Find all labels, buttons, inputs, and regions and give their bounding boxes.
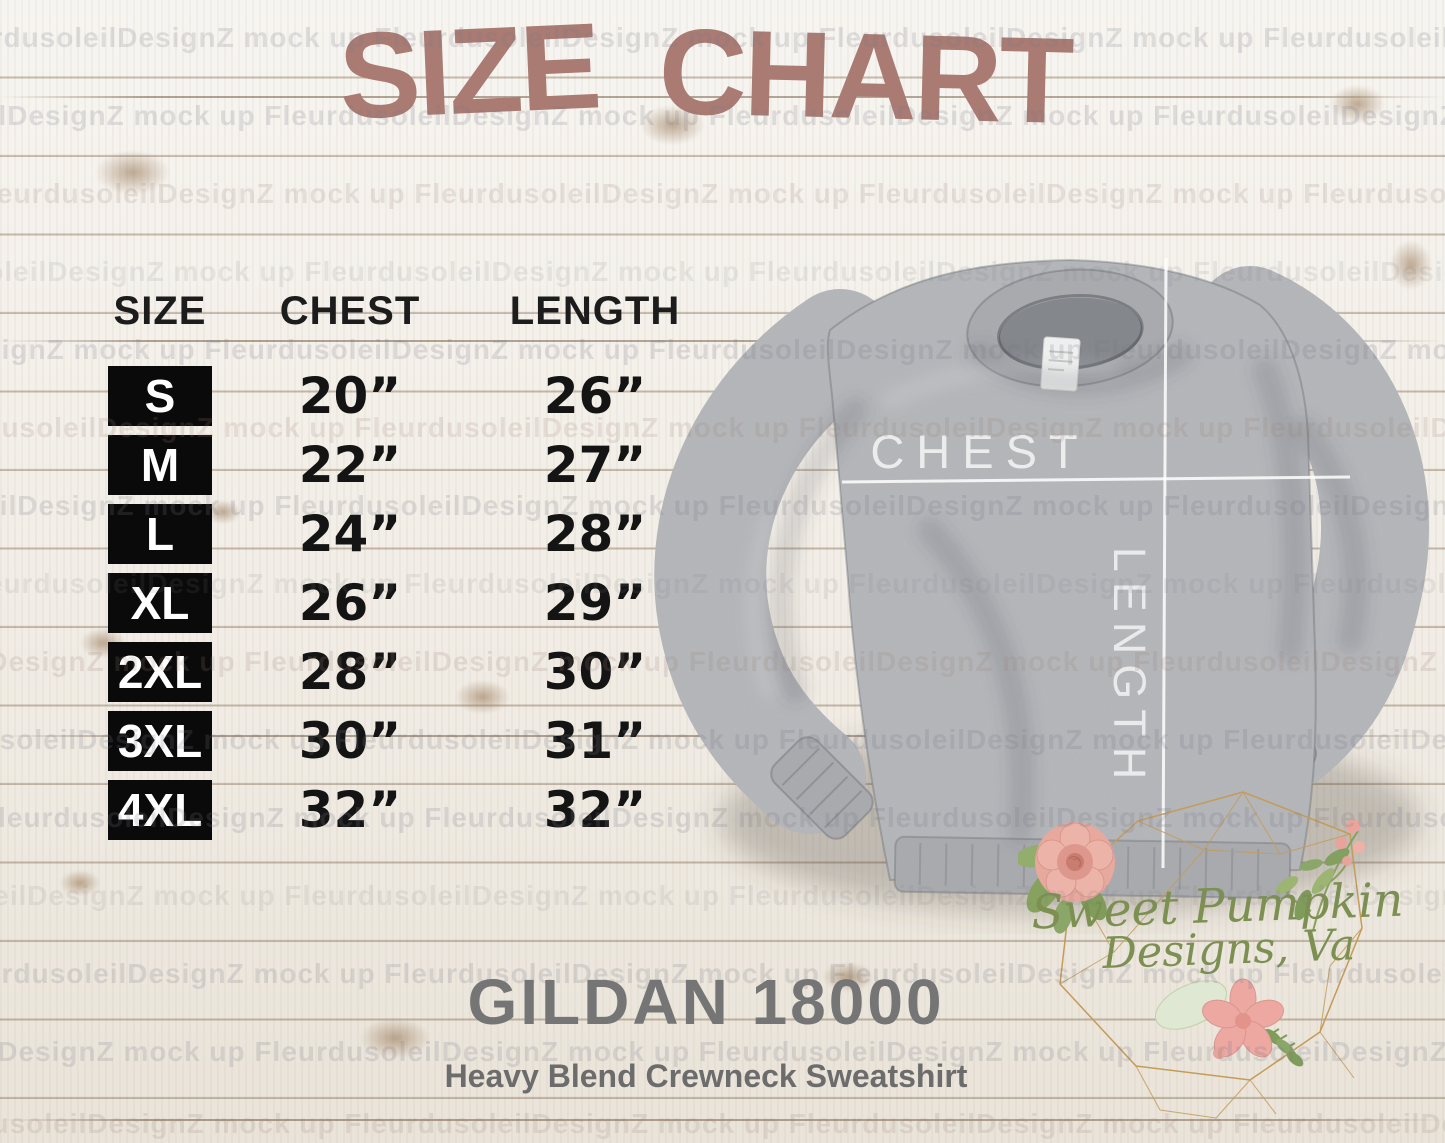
sweatshirt-photo: CHEST LENGTH [654,257,1430,915]
wood-knot [455,680,510,714]
header-length: LENGTH [509,289,681,333]
flower-spray-icon [1275,819,1365,932]
product-info: GILDAN 18000 Heavy Blend Crewneck Sweats… [336,966,1076,1094]
size-badge: L [108,503,212,564]
fabric-folds [768,342,1369,843]
right-sleeve [1196,266,1430,790]
size-badge: XL [108,572,212,633]
wood-knot [60,870,100,896]
length-value: 29” [543,573,647,632]
chest-value: 26” [298,573,402,632]
logo-text-line2: Designs, Va [1100,920,1356,979]
chest-label: CHEST [870,425,1089,478]
size-badge: 2XL [108,641,212,702]
size-badge: S [108,365,212,426]
table-row: L 24” 28” [90,499,730,568]
title-word-chart: CHART [657,2,1073,150]
page-title: SIZE CHART [300,0,1110,149]
logo-text-line1: Sweet Pumpkin [1030,873,1404,941]
plank-seam [0,96,1445,98]
chest-value: 30” [298,711,402,770]
title-word-size: SIZE [336,0,601,145]
table-row: XL 26” 29” [90,568,730,637]
table-row: 4XL 32” 32” [90,775,730,844]
length-value: 30” [543,642,647,701]
wood-knot [360,1018,430,1058]
flower-icon [1155,978,1304,1067]
length-measure-line [1161,257,1168,869]
rose-icon [1018,822,1115,934]
table-row: 3XL 30” 31” [90,706,730,775]
header-chest: CHEST [279,289,421,333]
size-badge: 4XL [108,779,212,840]
wood-knot [822,962,874,992]
length-value: 26” [543,366,647,425]
table-header-row: SIZE CHEST LENGTH [90,289,730,333]
chest-value: 24” [298,504,402,563]
table-row: M 22” 27” [90,430,730,499]
table-row: 2XL 28” 30” [90,637,730,706]
wood-knot [1330,85,1385,123]
chest-value: 20” [298,366,402,425]
table-row: S 20” 26” [90,361,730,430]
size-badge: M [108,434,212,495]
length-value: 31” [543,711,647,770]
length-value: 27” [543,435,647,494]
plank-seam [0,1119,1445,1121]
header-size: SIZE [113,289,207,333]
product-description: Heavy Blend Crewneck Sweatshirt [444,1058,968,1094]
length-label: LENGTH [1104,547,1155,790]
watermark-text: FleurdusoleilDesignZ mock up Fleurdusole… [0,178,1445,209]
product-model: GILDAN 18000 [467,966,945,1038]
chest-value: 32” [298,780,402,839]
wood-knot [640,105,705,145]
wood-knot [1390,240,1432,290]
left-cuff [770,736,874,840]
fabric-highlights [746,357,1119,699]
chest-value: 28” [298,642,402,701]
wood-knot [95,150,170,195]
logo-frame [1059,791,1363,1119]
brand-logo: Sweet Pumpkin Designs, Va [1018,791,1404,1119]
chest-measure-line [841,475,1351,484]
plank-seam [0,340,1445,342]
size-table: SIZE CHEST LENGTH S 20” 26” M 22” 27” L … [90,289,730,844]
size-badge: 3XL [108,710,212,771]
logo-text: Sweet Pumpkin Designs, Va [1030,873,1404,980]
length-value: 32” [543,780,647,839]
left-sleeve [654,289,896,834]
chest-value: 22” [298,435,402,494]
length-value: 28” [543,504,647,563]
